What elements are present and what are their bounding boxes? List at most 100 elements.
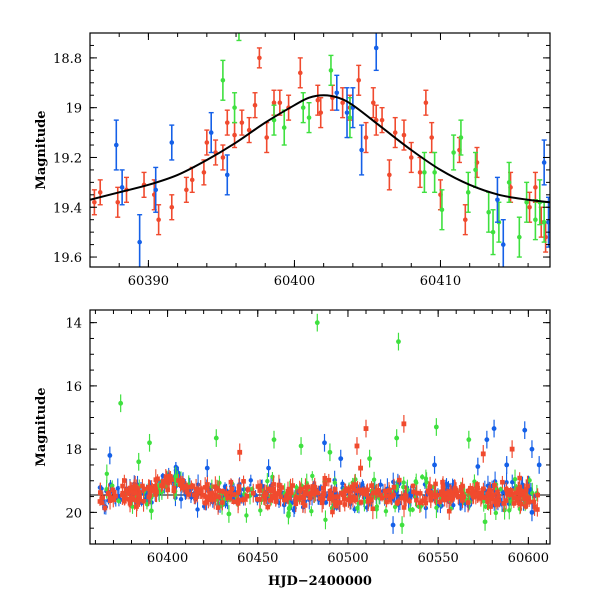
data-point-red [511,495,517,501]
data-point-green [434,505,439,510]
data-point-blue [344,110,350,115]
data-point-red [491,492,496,498]
data-point-red [107,498,113,503]
data-point-red [313,489,318,494]
data-point-green [493,510,499,516]
data-point-red [423,100,429,106]
data-point-red [527,204,532,210]
data-point-red [334,494,340,499]
data-point-green [407,507,413,512]
y-tick-label: 19.6 [53,251,82,266]
data-point-red [310,487,315,493]
data-point-red [453,487,459,493]
data-point-red [132,490,137,496]
data-point-red [285,488,291,494]
data-point-red [246,127,252,133]
data-point-red [493,501,499,507]
data-point-red [229,486,235,492]
data-point-red [504,490,510,496]
data-point-green [347,115,353,120]
outlier-point-blue [266,465,271,471]
data-point-red [384,499,389,505]
outlier-point-red [509,446,515,452]
data-point-red [311,491,317,497]
data-point-red [199,489,204,495]
data-point-green [512,476,518,482]
data-point-red [126,491,131,496]
data-point-red [447,489,453,494]
data-point-red [525,483,530,489]
model-curve-line [90,94,550,204]
data-point-red [206,496,211,502]
data-point-red [488,504,493,509]
data-point-red [129,495,134,501]
data-point-green [486,209,491,215]
data-point-red [479,494,485,500]
data-point-red [198,487,203,492]
outlier-point-red [401,421,407,427]
zoom-panel-ticks: 60390 60400 60410 18.8 19 19.2 19.4 19.6 [53,33,550,289]
data-point-red [92,199,97,205]
data-point-red [463,217,468,223]
data-point-red [231,499,236,505]
data-point-red [297,70,303,76]
outlier-point-blue [204,465,210,471]
outlier-point-green [482,519,488,525]
data-point-green [323,517,328,523]
outlier-point-green [394,435,400,441]
data-point-red [481,486,486,492]
data-point-green [490,229,496,235]
data-point-red [288,486,293,492]
data-point-red [321,490,326,496]
data-point-green [533,217,538,223]
data-point-red [368,497,374,502]
data-point-green [306,115,312,120]
zoom-panel-frame [89,32,551,268]
data-point-red [322,475,328,481]
data-point-red [261,493,267,499]
data-point-red [371,100,376,106]
data-point-red [228,490,234,495]
data-point-red [319,500,325,506]
data-point-blue [195,507,200,512]
data-point-red [333,499,339,505]
y-tick-label: 19 [65,102,82,117]
data-point-red [448,492,454,498]
x-tick-label: 60450 [237,551,278,566]
data-point-green [310,473,315,479]
data-point-blue [208,130,214,135]
data-point-red [341,494,347,499]
data-point-red [303,485,308,490]
data-point-red [194,491,200,497]
data-point-red [363,135,369,140]
x-tick-label: 60400 [147,551,188,566]
data-point-red [123,487,129,493]
data-point-green [110,483,115,488]
outlier-point-red [480,451,486,457]
outlier-point-blue [522,427,528,433]
data-point-green [383,509,389,514]
data-point-red [108,495,114,501]
data-point-red [97,190,103,195]
data-point-green [173,474,178,479]
data-point-red [331,494,336,499]
data-point-red [156,217,161,223]
data-point-red [389,494,394,499]
data-point-red [458,493,464,499]
full-data-points [90,313,550,534]
data-point-red [387,497,393,503]
data-point-red [127,501,133,506]
data-point-red [203,500,208,506]
data-point-red [163,476,169,482]
data-point-green [541,219,547,225]
data-point-red [535,492,540,498]
data-point-red [475,485,480,491]
data-point-red [465,500,471,505]
data-point-red [465,488,471,494]
outlier-point-blue [107,453,113,458]
outlier-point-green [399,522,405,528]
x-axis-label: HJD−2400000 [268,574,372,589]
data-point-green [451,150,456,155]
data-point-red [165,487,171,493]
data-point-red [454,490,460,496]
